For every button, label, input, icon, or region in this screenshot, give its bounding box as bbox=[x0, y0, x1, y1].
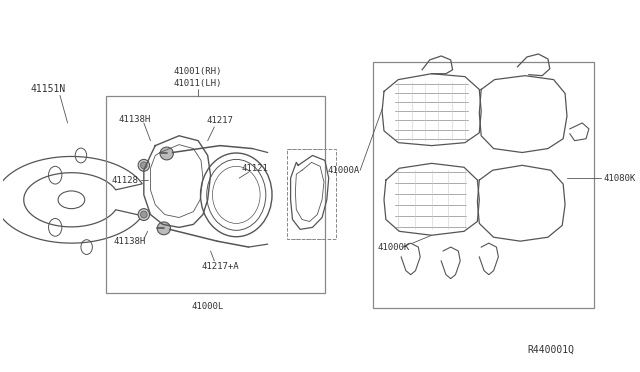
Text: 41000L: 41000L bbox=[191, 302, 224, 311]
Ellipse shape bbox=[141, 162, 147, 169]
Bar bbox=[372, 62, 594, 308]
Text: 41080K: 41080K bbox=[603, 174, 636, 183]
Text: 41217+A: 41217+A bbox=[201, 262, 239, 271]
Text: 41138H: 41138H bbox=[118, 115, 150, 124]
Text: 41000K: 41000K bbox=[378, 243, 410, 251]
Ellipse shape bbox=[141, 211, 147, 218]
Text: 41128: 41128 bbox=[111, 176, 138, 185]
Text: 41001(RH): 41001(RH) bbox=[174, 67, 222, 76]
Ellipse shape bbox=[138, 209, 150, 221]
Ellipse shape bbox=[138, 160, 150, 171]
Bar bbox=[287, 148, 337, 239]
Text: 41151N: 41151N bbox=[31, 84, 66, 94]
Text: 41011(LH): 41011(LH) bbox=[174, 79, 222, 88]
Ellipse shape bbox=[157, 222, 170, 235]
Text: 41121: 41121 bbox=[242, 164, 269, 173]
Bar bbox=[106, 96, 325, 294]
Ellipse shape bbox=[160, 147, 173, 160]
Text: R440001Q: R440001Q bbox=[527, 344, 574, 355]
Text: 41138H: 41138H bbox=[113, 237, 146, 246]
Text: 41217: 41217 bbox=[207, 116, 234, 125]
Text: 41000A: 41000A bbox=[328, 166, 360, 175]
